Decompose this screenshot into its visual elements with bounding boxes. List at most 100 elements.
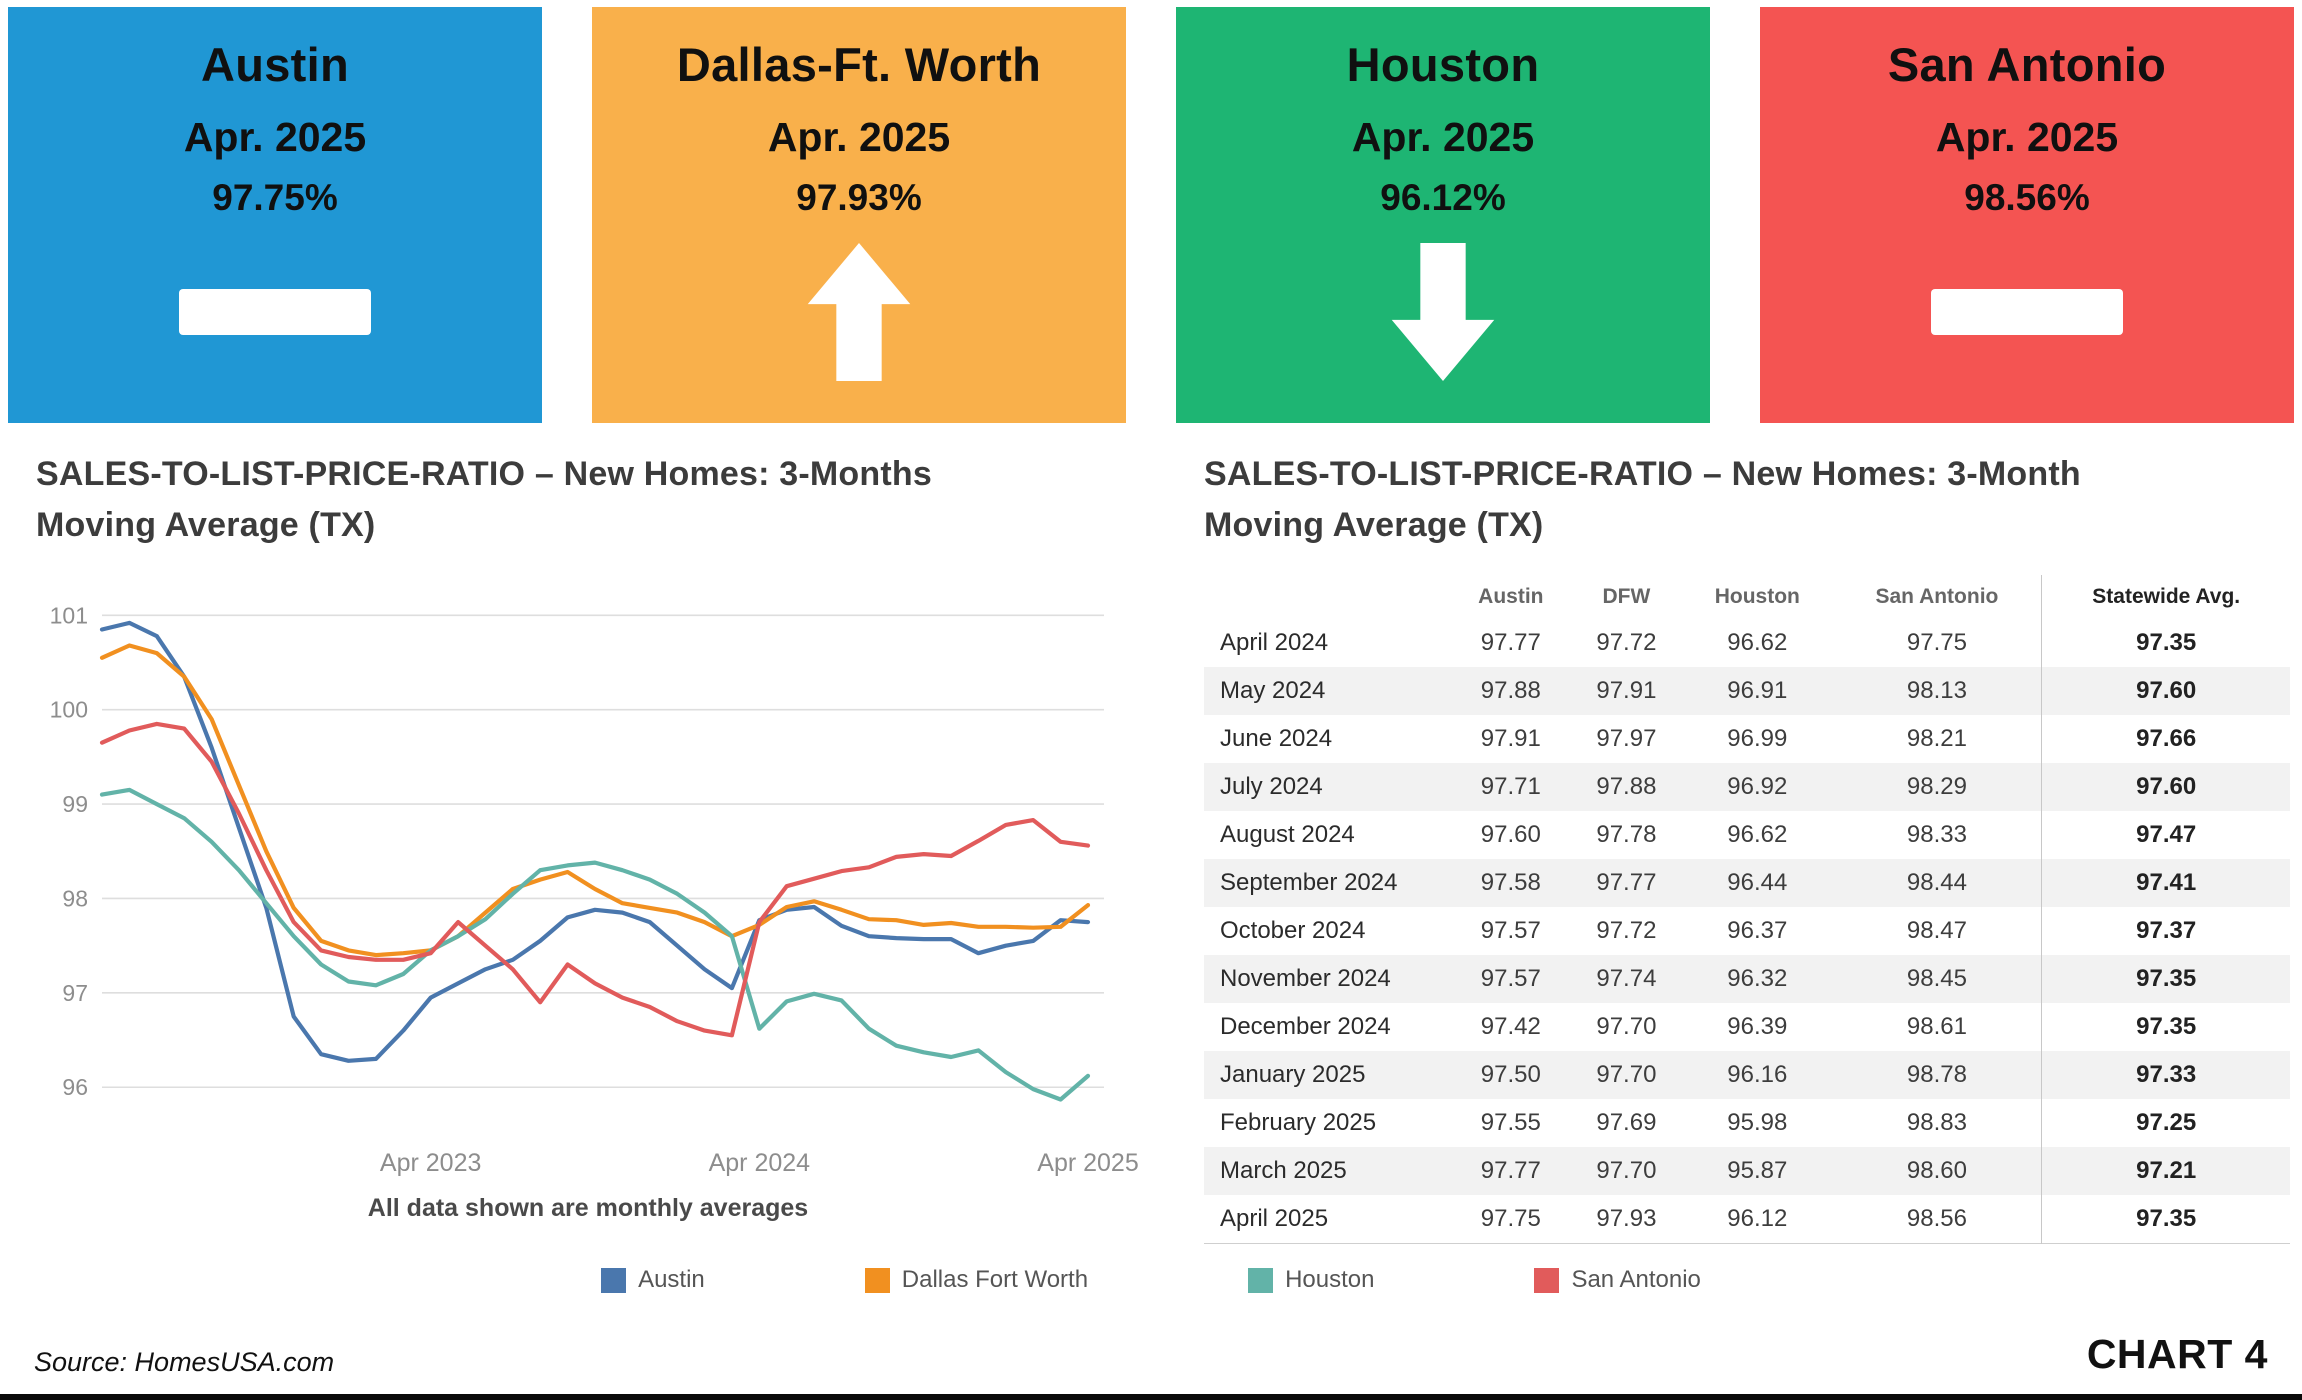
month-cell: April 2024 — [1220, 629, 1329, 656]
value-cell: 97.70 — [1596, 1157, 1657, 1184]
summary-cards-row: Austin Apr. 2025 97.75% Dallas-Ft. Worth… — [0, 0, 2302, 423]
value-cell: 97.57 — [1480, 917, 1541, 944]
legend-item-dallas-fort-worth: Dallas Fort Worth — [864, 1266, 1089, 1294]
value-cell: 98.60 — [1906, 1157, 1967, 1184]
value-cell: 97.47 — [2041, 811, 2290, 859]
value-cell: 97.42 — [1480, 1013, 1541, 1040]
month-cell: December 2024 — [1220, 1013, 1391, 1040]
table-row: August 2024 97.60 97.78 96.62 98.33 97.47 — [1204, 811, 2290, 859]
value-cell: 97.37 — [2041, 907, 2290, 955]
summary-card-austin: Austin Apr. 2025 97.75% — [8, 7, 542, 423]
value-cell: 96.12 — [1727, 1205, 1788, 1232]
value-cell: 97.91 — [1480, 725, 1541, 752]
month-cell: January 2025 — [1220, 1061, 1366, 1088]
month-cell: May 2024 — [1220, 677, 1326, 704]
legend-item-san-antonio: San Antonio — [1534, 1266, 1701, 1294]
value-cell: 97.57 — [1480, 965, 1541, 992]
value-cell: 98.45 — [1906, 965, 1967, 992]
y-tick-label: 101 — [50, 602, 88, 628]
month-cell: April 2025 — [1220, 1205, 1329, 1232]
legend-swatch — [601, 1267, 627, 1293]
dash-icon — [179, 289, 371, 335]
column-header: San Antonio — [1875, 585, 1999, 608]
value-cell: 97.35 — [2041, 619, 2290, 667]
value-cell: 96.92 — [1727, 773, 1788, 800]
value-cell: 97.72 — [1596, 629, 1657, 656]
content-row: SALES-TO-LIST-PRICE-RATIO – New Homes: 3… — [0, 423, 2302, 1244]
value-cell: 97.91 — [1596, 677, 1657, 704]
chart-number-label: CHART 4 — [2086, 1331, 2268, 1377]
arrow-down-icon — [1391, 243, 1495, 381]
value-cell: 98.29 — [1906, 773, 1967, 800]
column-header: Houston — [1714, 585, 1800, 608]
value-cell: 98.13 — [1906, 677, 1967, 704]
value-cell: 96.16 — [1727, 1061, 1788, 1088]
value-cell: 97.71 — [1480, 773, 1541, 800]
value-cell: 98.56 — [1906, 1205, 1967, 1232]
value-cell: 96.44 — [1727, 869, 1788, 896]
value-cell: 97.75 — [1480, 1205, 1541, 1232]
value-cell: 97.70 — [1596, 1061, 1657, 1088]
column-header: Statewide Avg. — [2041, 575, 2290, 619]
table-row: February 2025 97.55 97.69 95.98 98.83 97.25 — [1204, 1099, 2290, 1147]
sales-ratio-line-chart: 96 97 98 99 100 101 Apr 2023 Apr 2024 Apr 2025 — [50, 602, 1139, 1177]
chart-title: SALES-TO-LIST-PRICE-RATIO – New Homes: 3… — [36, 455, 932, 544]
legend-swatch — [864, 1267, 890, 1293]
value-cell: 96.39 — [1727, 1013, 1788, 1040]
table-row: October 2024 97.57 97.72 96.37 98.47 97.37 — [1204, 907, 2290, 955]
card-period: Apr. 2025 — [1935, 114, 2119, 160]
trend-down-icon — [1176, 237, 1710, 387]
value-cell: 97.75 — [1906, 629, 1967, 656]
table-row: July 2024 97.71 97.88 96.92 98.29 97.60 — [1204, 763, 2290, 811]
month-cell: June 2024 — [1220, 725, 1333, 752]
legend-label: San Antonio — [1571, 1266, 1701, 1293]
ratio-table: Austin DFW Houston San Antonio Statewide Avg… — [1204, 575, 2290, 1244]
source-note: Source: HomesUSA.com — [34, 1347, 335, 1377]
table-title: SALES-TO-LIST-PRICE-RATIO – New Homes: 3… — [1204, 455, 2081, 544]
card-value: 96.12% — [1380, 177, 1506, 218]
legend-item-houston: Houston — [1248, 1266, 1374, 1294]
table-row: December 2024 97.42 97.70 96.39 98.61 97.35 — [1204, 1003, 2290, 1051]
series-line-san-antonio — [99, 721, 1091, 1038]
legend-label: Austin — [638, 1266, 705, 1293]
legend-label: Dallas Fort Worth — [901, 1266, 1089, 1293]
value-cell: 97.66 — [2041, 715, 2290, 763]
y-tick-label: 99 — [62, 791, 88, 817]
legend-swatch — [1534, 1267, 1560, 1293]
value-cell: 97.97 — [1596, 725, 1657, 752]
value-cell: 97.35 — [2041, 1195, 2290, 1244]
value-cell: 98.61 — [1906, 1013, 1967, 1040]
card-city: San Antonio — [1887, 38, 2167, 91]
value-cell: 97.77 — [1480, 1157, 1541, 1184]
value-cell: 97.60 — [2041, 667, 2290, 715]
value-cell: 97.69 — [1596, 1109, 1657, 1136]
card-value: 97.75% — [212, 177, 338, 218]
arrow-up-icon — [807, 243, 911, 381]
value-cell: 97.58 — [1480, 869, 1541, 896]
table-row: January 2025 97.50 97.70 96.16 98.78 97.33 — [1204, 1051, 2290, 1099]
series-line-dallas-fort-worth — [99, 643, 1091, 958]
table-row: June 2024 97.91 97.97 96.99 98.21 97.66 — [1204, 715, 2290, 763]
month-cell: November 2024 — [1220, 965, 1391, 992]
value-cell: 98.83 — [1906, 1109, 1967, 1136]
y-tick-label: 97 — [62, 980, 88, 1006]
chart-caption: All data shown are monthly averages — [367, 1194, 809, 1222]
month-column-header — [1204, 575, 1451, 619]
dash-icon — [1931, 289, 2123, 335]
legend-item-austin: Austin — [601, 1266, 705, 1294]
card-value: 98.56% — [1964, 177, 2090, 218]
line-chart: 96 97 98 99 100 101 Apr 2023 Apr 2024 Apr 2025 — [36, 571, 1156, 1192]
value-cell: 97.88 — [1596, 773, 1657, 800]
table-row: March 2025 97.77 97.70 95.87 98.60 97.21 — [1204, 1147, 2290, 1195]
value-cell: 95.87 — [1727, 1157, 1788, 1184]
card-period: Apr. 2025 — [767, 114, 951, 160]
table-row: May 2024 97.88 97.91 96.91 98.13 97.60 — [1204, 667, 2290, 715]
value-cell: 95.98 — [1727, 1109, 1788, 1136]
card-period: Apr. 2025 — [183, 114, 367, 160]
value-cell: 97.77 — [1596, 869, 1657, 896]
value-cell: 98.44 — [1906, 869, 1967, 896]
y-tick-label: 98 — [62, 885, 88, 911]
trend-up-icon — [592, 237, 1126, 387]
value-cell: 96.37 — [1727, 917, 1788, 944]
trend-flat-icon — [1760, 237, 2294, 387]
